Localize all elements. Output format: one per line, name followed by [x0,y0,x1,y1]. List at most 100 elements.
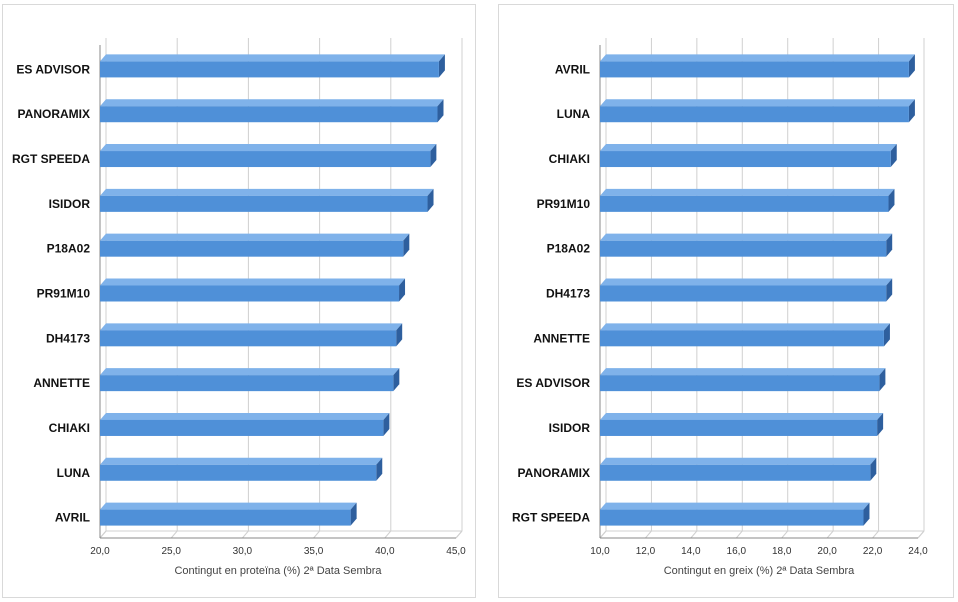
category-label: ANNETTE [533,331,590,345]
x-tick-label: 24,0 [908,546,928,557]
x-tick-label: 25,0 [161,546,181,557]
bar-top [600,323,890,331]
bar-top [600,502,870,510]
x-tick-label: 22,0 [863,546,883,557]
category-label: P18A02 [47,242,91,256]
x-tick-label: 10,0 [590,546,610,557]
category-label: PR91M10 [37,287,91,301]
gridline-floor [599,530,607,539]
gridline-floor [781,530,789,539]
bar-top [600,368,886,376]
category-label: DH4173 [546,287,590,301]
bar [100,233,410,257]
bar-side [886,278,893,302]
category-label: ES ADVISOR [516,376,590,390]
category-label: PANORAMIX [518,466,590,480]
bar [100,54,445,78]
bar [100,278,406,302]
bar [600,99,915,123]
gridline-floor [826,530,834,539]
gridline-floor [917,530,925,539]
x-tick-label: 45,0 [446,546,466,557]
bar-front [600,464,871,481]
bar-side [396,323,403,347]
bar-side [890,144,897,168]
bar-side [427,188,434,212]
bar-top [600,188,895,196]
bar [100,368,400,392]
bar-front [600,195,889,212]
x-tick-label: 12,0 [636,546,656,557]
gridline-floor [170,530,178,539]
bar [600,54,915,78]
bar [600,144,897,168]
bar-top [600,278,893,286]
bar [600,502,870,526]
bar-side [437,99,444,123]
category-label: ISIDOR [49,197,91,211]
x-tick-label: 30,0 [233,546,253,557]
bar [100,188,434,212]
bar-front [600,375,880,392]
bar-side [888,188,895,212]
bar [600,323,890,347]
bar-top [100,233,410,241]
bar-side [350,502,357,526]
bar-front [100,195,428,212]
category-label: ES ADVISOR [16,62,90,76]
bar-front [600,106,909,123]
category-label: RGT SPEEDA [12,152,90,166]
gridline-floor [242,530,249,539]
bar-side [438,54,445,78]
bar [100,502,357,526]
category-label: AVRIL [555,62,590,76]
x-tick-label: 16,0 [727,546,747,557]
bar [100,144,437,168]
bar-top [100,144,437,152]
bar-side [430,144,437,168]
bar [100,99,444,123]
bar-side [908,54,915,78]
category-label: PR91M10 [537,197,591,211]
category-label: AVRIL [55,511,90,525]
bar-side [393,368,400,392]
bar-front [600,509,864,526]
gridline-floor [872,530,879,539]
gridline-floor [455,530,463,539]
bar [600,233,893,257]
category-label: LUNA [57,466,91,480]
bar-side [403,233,410,257]
x-axis-title: Contingut en proteïna (%) 2ª Data Sembra [174,565,382,577]
gridline-floor [313,530,320,539]
x-tick-label: 35,0 [304,546,324,557]
bar-side [883,323,890,347]
bar [100,323,403,347]
gridline-floor [645,530,652,539]
bar-side [886,233,893,257]
bar-top [100,412,390,420]
x-tick-label: 40,0 [375,546,395,557]
gridline-floor [384,530,392,539]
category-label: DH4173 [46,331,90,345]
category-label: PANORAMIX [18,107,90,121]
bar-side [399,278,406,302]
gridline-floor [735,530,743,539]
x-axis-title: Contingut en greix (%) 2ª Data Sembra [664,565,855,577]
bar-front [600,419,878,436]
bar-front [100,285,400,302]
bar-top [600,144,897,152]
category-label: RGT SPEEDA [512,511,590,525]
bar-side [863,502,870,526]
x-tick-label: 18,0 [772,546,792,557]
fat-chart: 10,0 12,0 14,0 16,0 18,0 20,0 22,0 24,0 AVRIL LUN… [512,38,928,577]
chart-panel-fat: 10,0 12,0 14,0 16,0 18,0 20,0 22,0 24,0 AVRIL LUN… [498,4,954,598]
category-label: LUNA [557,107,591,121]
category-label: ISIDOR [549,421,591,435]
bar-top [100,368,400,376]
bar-top [100,323,403,331]
bar [600,188,895,212]
bar-top [100,278,406,286]
bar-top [100,188,434,196]
bar-front [600,151,891,168]
category-label: CHIAKI [49,421,90,435]
